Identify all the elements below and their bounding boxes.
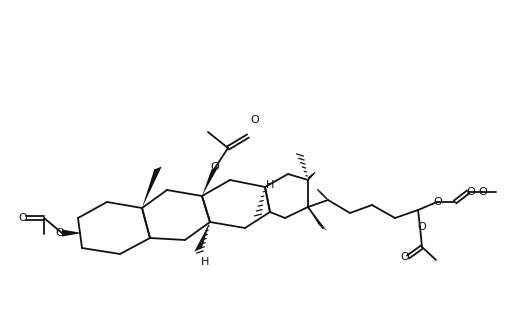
- Polygon shape: [62, 230, 82, 236]
- Text: O: O: [418, 222, 427, 232]
- Text: O: O: [467, 187, 475, 197]
- Polygon shape: [202, 166, 219, 196]
- Text: O: O: [56, 228, 65, 238]
- Text: O: O: [19, 213, 27, 223]
- Text: O: O: [479, 187, 488, 197]
- Polygon shape: [194, 222, 210, 252]
- Text: H: H: [201, 257, 209, 267]
- Text: O: O: [251, 115, 260, 125]
- Text: O: O: [401, 252, 409, 262]
- Polygon shape: [308, 207, 327, 231]
- Text: O: O: [210, 162, 219, 172]
- Text: H: H: [266, 180, 274, 190]
- Polygon shape: [142, 167, 162, 208]
- Text: O: O: [434, 197, 443, 207]
